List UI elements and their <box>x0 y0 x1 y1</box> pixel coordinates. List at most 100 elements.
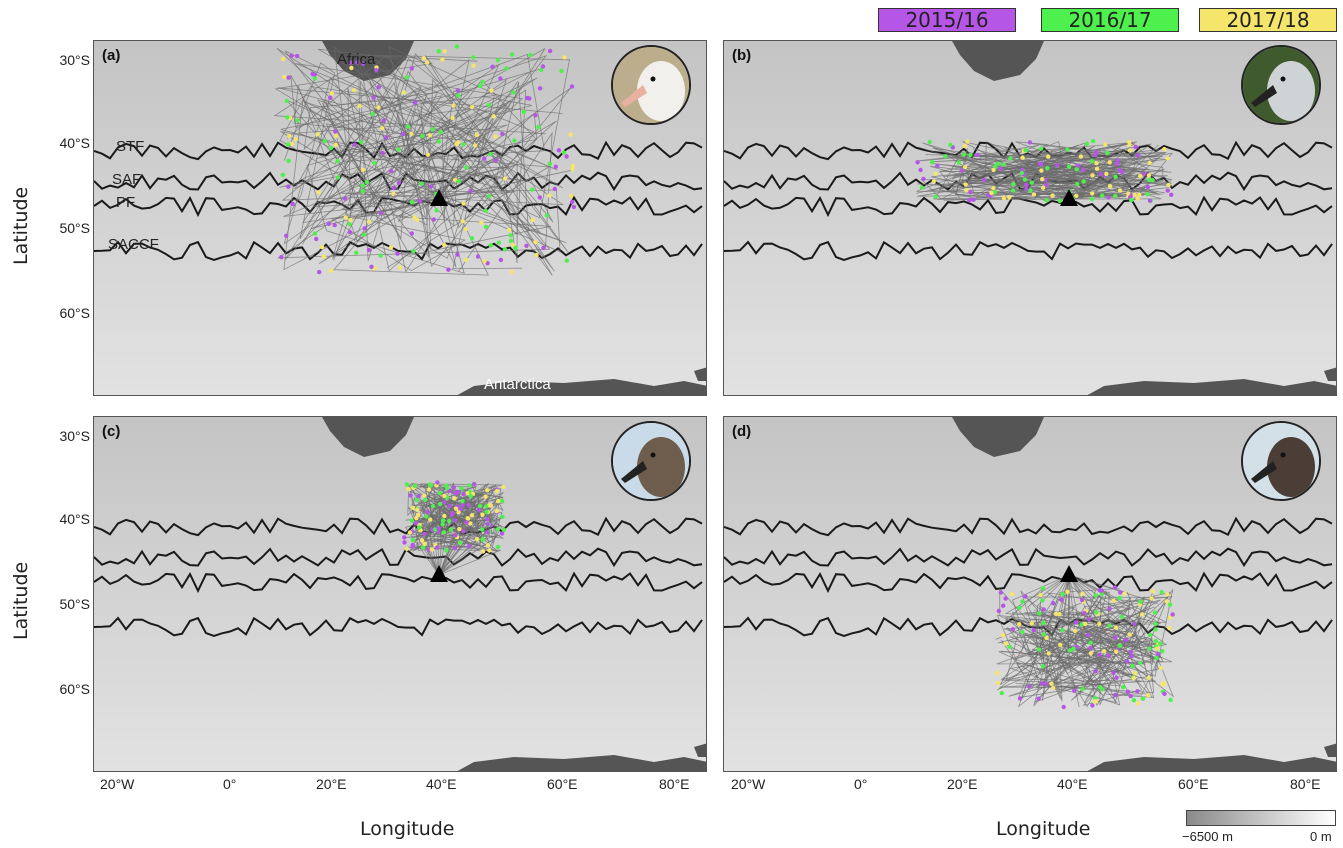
location-point <box>423 497 428 502</box>
label-pf: PF <box>116 194 136 211</box>
location-point <box>1058 642 1063 648</box>
location-point <box>360 167 366 172</box>
location-point <box>933 171 938 176</box>
location-point <box>494 508 499 514</box>
location-point <box>1147 646 1152 651</box>
location-point <box>495 527 500 532</box>
location-point <box>570 167 575 172</box>
lon-tick-0-d: 0° <box>854 776 868 792</box>
location-point <box>469 236 475 241</box>
ocean-front-line <box>724 195 1333 218</box>
location-point <box>935 163 940 168</box>
location-point <box>1001 603 1006 608</box>
location-point <box>450 115 455 121</box>
location-point <box>295 118 300 123</box>
location-point <box>440 57 445 62</box>
location-point <box>511 90 516 95</box>
location-point <box>1119 614 1125 620</box>
location-point <box>1074 620 1079 625</box>
lon-tick-80e-c: 80°E <box>659 776 690 792</box>
location-point <box>483 208 488 213</box>
location-point <box>1028 188 1033 193</box>
location-point <box>409 231 414 236</box>
location-point <box>536 124 541 130</box>
location-point <box>347 60 353 65</box>
location-point <box>1158 641 1163 646</box>
location-point <box>474 132 480 138</box>
location-point <box>1155 652 1160 657</box>
location-point <box>471 63 476 68</box>
location-point <box>433 527 438 532</box>
location-point <box>452 177 458 182</box>
location-point <box>1105 150 1110 156</box>
location-point <box>1168 697 1173 703</box>
location-point <box>371 95 376 100</box>
map-panel-c: (c) <box>93 416 707 772</box>
legend-label-2015-16: 2015/16 <box>905 8 989 32</box>
location-point <box>364 179 369 185</box>
lat-tick-30s-a: 30°S <box>59 52 90 68</box>
location-point <box>450 511 455 516</box>
location-point <box>568 132 573 137</box>
location-point <box>1103 142 1108 147</box>
colorbar-max-label: 0 m <box>1310 829 1332 844</box>
location-point <box>1165 156 1170 161</box>
location-point <box>1040 598 1045 603</box>
location-point <box>1074 167 1079 172</box>
ocean-front-line <box>94 616 703 637</box>
location-point <box>471 55 476 60</box>
location-point <box>1071 646 1076 651</box>
map-canvas-c <box>94 417 706 771</box>
location-point <box>1097 652 1102 657</box>
location-point <box>463 226 468 232</box>
location-point <box>420 545 426 550</box>
track-line <box>325 78 508 259</box>
location-point <box>482 259 487 264</box>
location-point <box>547 48 553 54</box>
location-point <box>289 53 294 58</box>
colony-marker-icon <box>430 189 448 206</box>
location-point <box>1057 612 1062 617</box>
lat-tick-60s-a: 60°S <box>59 305 90 321</box>
location-point <box>427 133 433 138</box>
location-point <box>1142 171 1147 176</box>
location-point <box>465 516 470 521</box>
location-point <box>971 197 976 202</box>
location-point <box>1039 168 1044 173</box>
location-point <box>447 518 452 524</box>
location-point <box>286 75 291 80</box>
location-point <box>553 164 558 169</box>
location-point <box>1055 163 1060 168</box>
location-point <box>460 499 465 504</box>
location-point <box>317 269 322 275</box>
location-point <box>499 531 505 536</box>
location-point <box>1113 625 1119 630</box>
location-point <box>561 150 567 155</box>
location-point <box>479 527 485 532</box>
location-point <box>391 191 396 196</box>
location-point <box>405 124 411 129</box>
location-point <box>556 148 562 153</box>
location-point <box>467 483 472 488</box>
location-point <box>1081 167 1086 172</box>
location-point <box>1147 177 1152 183</box>
location-point <box>314 236 319 242</box>
location-point <box>1145 192 1150 197</box>
location-point <box>473 143 478 148</box>
location-point <box>1092 699 1097 704</box>
location-point <box>1023 148 1028 153</box>
location-point <box>495 488 500 494</box>
location-point <box>461 142 466 147</box>
location-point <box>1139 612 1145 617</box>
location-point <box>1019 170 1024 176</box>
colony-marker-icon <box>430 565 448 582</box>
location-point <box>1158 665 1164 671</box>
location-point <box>457 527 462 532</box>
location-point <box>525 95 530 101</box>
location-point <box>1167 602 1173 607</box>
location-point <box>1148 632 1153 638</box>
location-point <box>1090 703 1095 708</box>
track-line <box>274 48 563 200</box>
location-point <box>1011 182 1016 187</box>
location-point <box>466 502 471 508</box>
